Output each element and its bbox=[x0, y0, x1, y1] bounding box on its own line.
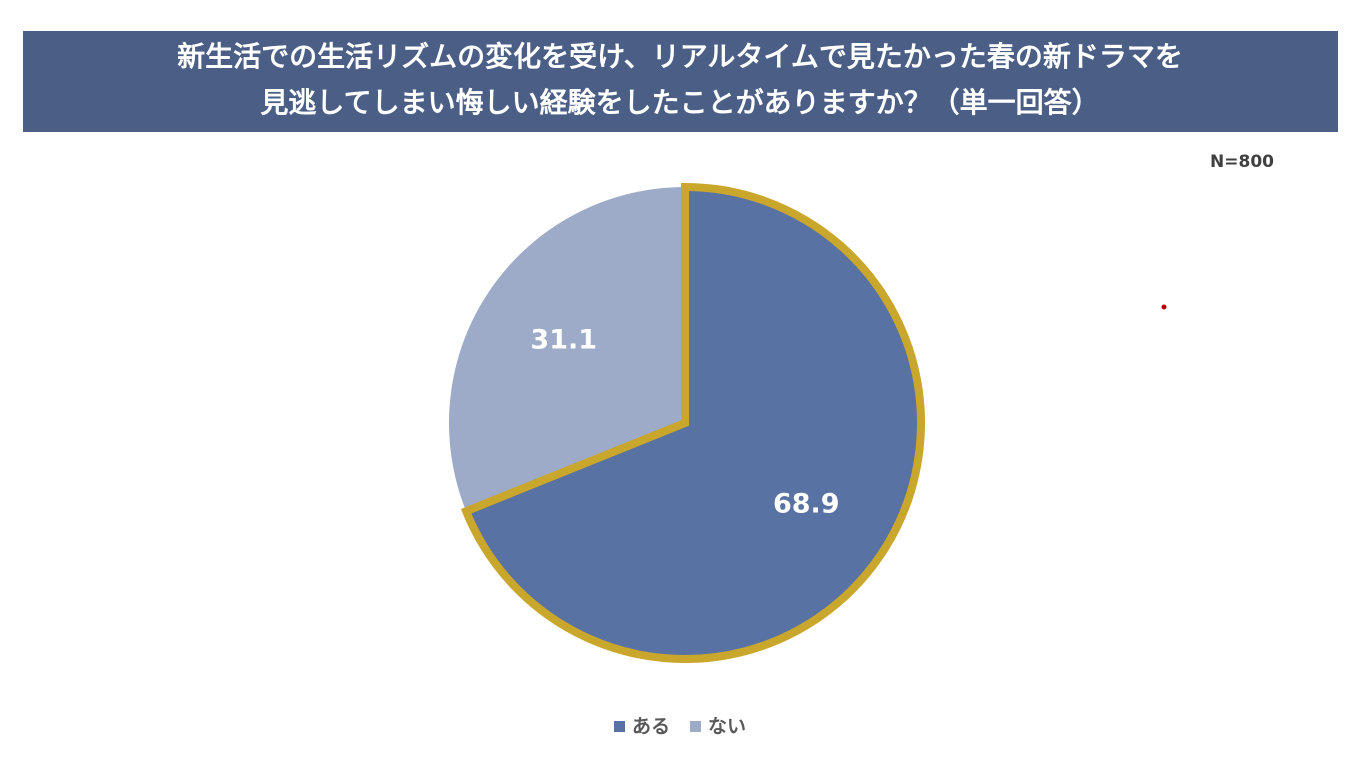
legend-swatch bbox=[690, 721, 702, 732]
legend-swatch bbox=[614, 721, 625, 732]
pie-slice bbox=[466, 187, 921, 659]
slice-outline bbox=[460, 182, 925, 663]
data-label: 31.1 bbox=[530, 325, 597, 356]
dot bbox=[1161, 304, 1167, 310]
legend-label: ある bbox=[632, 716, 670, 738]
sample-note: N=800 bbox=[1210, 152, 1274, 172]
data-label: 68.9 bbox=[773, 488, 840, 519]
chart-title: 新生活での生活リズムの変化を受け、リアルタイムで見たかった春の新ドラマを bbox=[177, 40, 1183, 73]
chart-title: 見逃してしまい悔しい経験をしたことがありますか？（単一回答） bbox=[260, 86, 1099, 119]
title-banner bbox=[23, 31, 1338, 132]
legend-label: ない bbox=[708, 716, 746, 738]
pie-slice bbox=[449, 187, 685, 512]
